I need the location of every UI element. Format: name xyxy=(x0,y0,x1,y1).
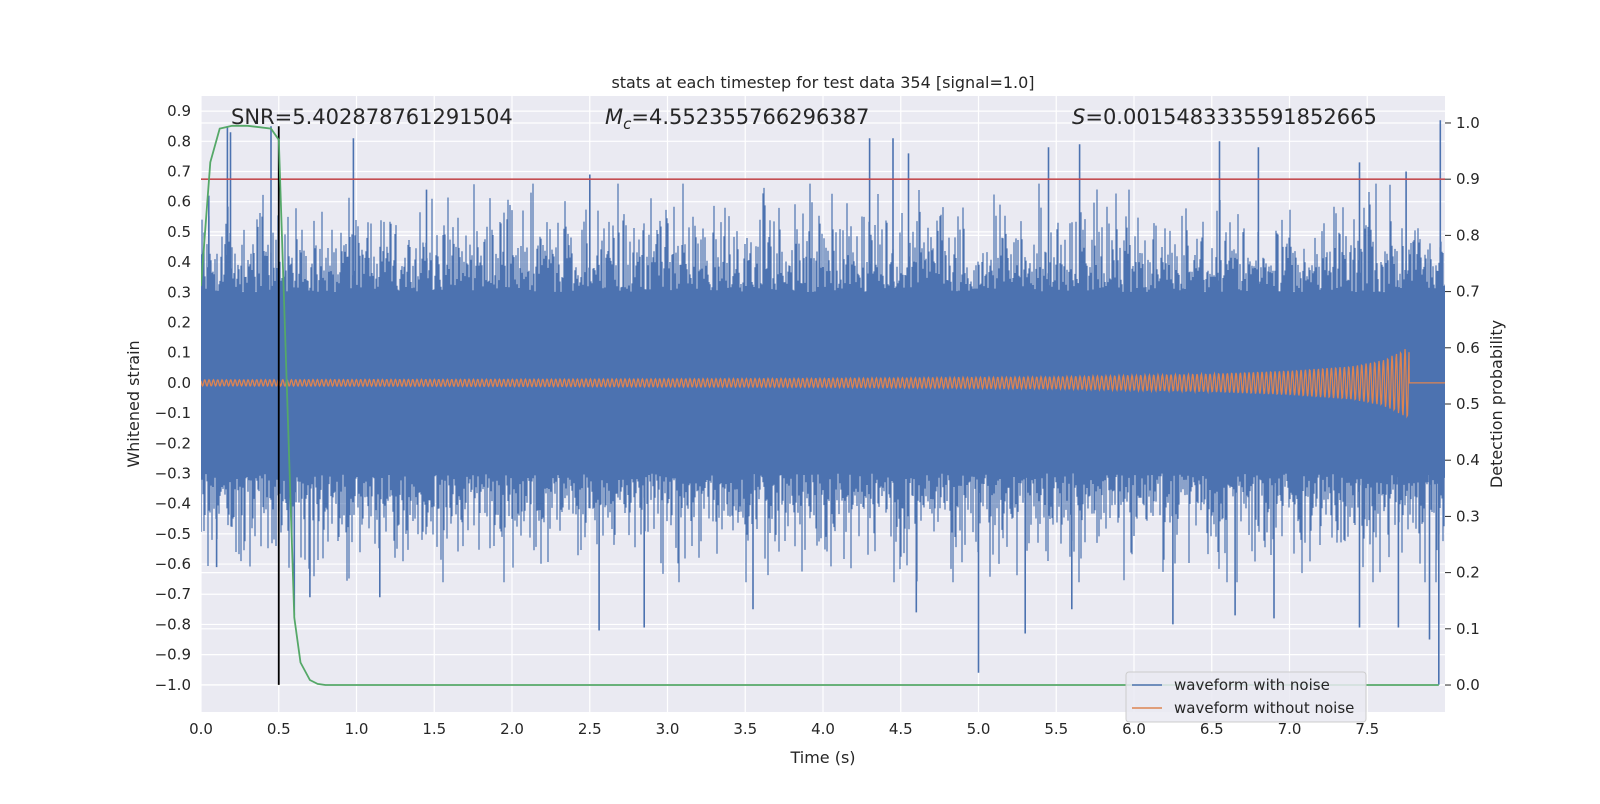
y-tick-right-label: 0.8 xyxy=(1456,226,1480,244)
x-tick-label: 1.0 xyxy=(345,720,369,738)
y-tick-label: 0.6 xyxy=(167,193,191,211)
y-tick-label: 0.9 xyxy=(167,102,191,120)
y-tick-label: −0.5 xyxy=(155,525,191,543)
y-tick-right-label: 0.2 xyxy=(1456,564,1480,582)
legend-label-clean: waveform without noise xyxy=(1174,699,1354,717)
y-tick-label: −0.8 xyxy=(155,615,191,633)
y-tick-right-label: 0.5 xyxy=(1456,395,1480,413)
x-tick-label: 6.0 xyxy=(1122,720,1146,738)
noise-peaks xyxy=(208,120,1442,685)
chirp-mass-annotation: Mc=4.552355766296387 xyxy=(605,105,869,133)
y-tick-label: −0.4 xyxy=(155,495,191,513)
y-tick-label: 0.2 xyxy=(167,313,191,331)
clean-waveform-line xyxy=(201,349,1445,419)
mc-value: =4.552355766296387 xyxy=(631,105,869,129)
y-tick-label: 0.5 xyxy=(167,223,191,241)
y-tick-label: −0.7 xyxy=(155,585,191,603)
s-prefix: S xyxy=(1072,105,1085,129)
y-tick-label: −0.6 xyxy=(155,555,191,573)
legend-label-noise: waveform with noise xyxy=(1174,676,1330,694)
x-tick-label: 3.0 xyxy=(656,720,680,738)
y-tick-label: −1.0 xyxy=(155,676,191,694)
x-tick-label: 1.5 xyxy=(422,720,446,738)
snr-annotation: SNR=5.402878761291504 xyxy=(231,105,513,129)
overlay-layer xyxy=(201,124,1445,686)
y-tick-label: −0.9 xyxy=(155,646,191,664)
y-axis-right-label: Detection probability xyxy=(1487,320,1506,488)
y-tick-label: −0.1 xyxy=(155,404,191,422)
x-ticks: 0.0 0.5 1.0 1.5 2.0 2.5 3.0 3.5 4.0 4.5 5.0 5.5 6.0 6… xyxy=(189,720,1379,738)
x-axis-label: Time (s) xyxy=(789,748,855,767)
y-tick-label: 0.8 xyxy=(167,132,191,150)
y-tick-label: 0.1 xyxy=(167,344,191,362)
x-tick-label: 5.5 xyxy=(1044,720,1068,738)
x-tick-label: 6.5 xyxy=(1200,720,1224,738)
y-tick-label: 0.4 xyxy=(167,253,191,271)
mc-prefix: M xyxy=(605,105,623,129)
y-axis-label: Whitened strain xyxy=(124,340,143,467)
legend-box xyxy=(1125,671,1367,723)
x-tick-label: 0.0 xyxy=(189,720,213,738)
y-tick-right-label: 0.6 xyxy=(1456,339,1480,357)
snr-prefix: SNR xyxy=(231,105,275,129)
y-tick-label: −0.2 xyxy=(155,434,191,452)
y-tick-right-label: 1.0 xyxy=(1456,114,1480,132)
y-tick-right-label: 0.1 xyxy=(1456,620,1480,638)
y-tick-label: −0.3 xyxy=(155,464,191,482)
x-tick-label: 7.5 xyxy=(1355,720,1379,738)
x-tick-label: 2.0 xyxy=(500,720,524,738)
y-tick-right-label: 0.9 xyxy=(1456,170,1480,188)
y-tick-right-label: 0.3 xyxy=(1456,507,1480,525)
y-ticks: 0.9 0.8 0.7 0.6 0.5 0.4 0.3 0.2 0.1 0.0 −0.1 −0.2 −0… xyxy=(155,102,191,694)
y-tick-label: 0.0 xyxy=(167,374,191,392)
x-tick-label: 3.5 xyxy=(733,720,757,738)
snr-value: =5.402878761291504 xyxy=(275,105,513,129)
x-tick-label: 2.5 xyxy=(578,720,602,738)
legend: waveform with noise waveform without noi… xyxy=(1125,671,1367,723)
x-tick-label: 7.0 xyxy=(1278,720,1302,738)
y-tick-right-label: 0.4 xyxy=(1456,451,1480,469)
x-tick-label: 4.0 xyxy=(811,720,835,738)
y-tick-right-label: 0.7 xyxy=(1456,283,1480,301)
s-annotation: S=0.0015483335591852665 xyxy=(1072,105,1377,129)
x-tick-label: 4.5 xyxy=(889,720,913,738)
chart-title: stats at each timestep for test data 354… xyxy=(611,73,1034,92)
y-ticks-right: 1.0 0.9 0.8 0.7 0.6 0.5 0.4 0.3 0.2 0.1 0.0 xyxy=(1445,114,1480,694)
x-tick-label: 0.5 xyxy=(267,720,291,738)
y-tick-right-label: 0.0 xyxy=(1456,676,1480,694)
detection-probability-line xyxy=(201,124,1439,686)
mc-subscript: c xyxy=(623,115,632,133)
s-value: =0.0015483335591852665 xyxy=(1085,105,1377,129)
y-tick-label: 0.7 xyxy=(167,162,191,180)
y-tick-label: 0.3 xyxy=(167,283,191,301)
clean-series-layer xyxy=(201,349,1445,419)
x-tick-label: 5.0 xyxy=(967,720,991,738)
